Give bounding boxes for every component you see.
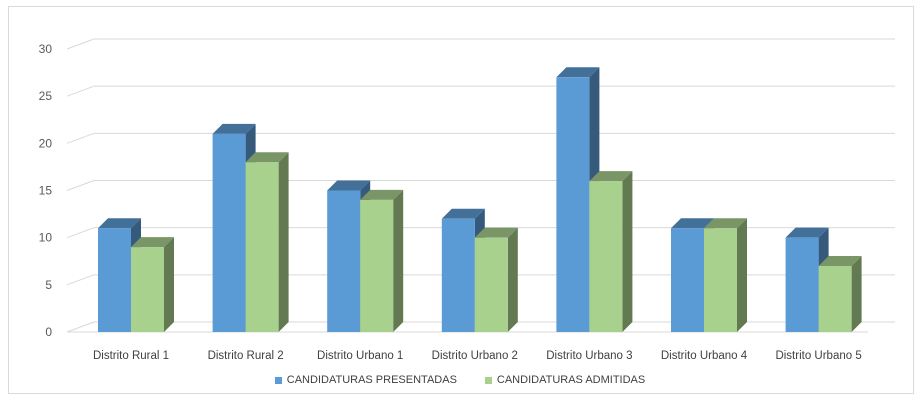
bar-admitidas-6-top bbox=[704, 218, 747, 229]
gridline-diag-30 bbox=[66, 38, 95, 50]
bar-admitidas-2-side bbox=[278, 152, 289, 332]
bar-admitidas-5-top bbox=[589, 171, 633, 182]
bar-admitidas-3-side bbox=[393, 189, 404, 332]
x-category-label: Distrito Urbano 2 bbox=[432, 350, 518, 362]
bar-admitidas-7-side bbox=[851, 255, 862, 332]
gridline-diag-25 bbox=[66, 85, 95, 97]
bar-admitidas-6 bbox=[704, 228, 737, 332]
bar-admitidas-4-top bbox=[474, 227, 518, 238]
bar-presentadas-5-top bbox=[556, 67, 600, 78]
x-category-label: Distrito Rural 1 bbox=[93, 350, 169, 362]
bar-presentadas-6-top bbox=[671, 218, 714, 229]
bar-admitidas-2-top bbox=[245, 152, 289, 163]
bar-presentadas-7-top bbox=[785, 227, 829, 238]
y-tick-label: 5 bbox=[45, 278, 52, 292]
bar-presentadas-2-top bbox=[212, 123, 256, 134]
bar-admitidas-7-top bbox=[818, 255, 862, 266]
legend-label-admitidas: CANDIDATURAS ADMITIDAS bbox=[496, 374, 646, 386]
bar-admitidas-3-top bbox=[360, 189, 404, 200]
y-tick-label: 10 bbox=[39, 231, 53, 245]
x-category-label: Distrito Rural 2 bbox=[208, 350, 284, 362]
chart-legend: CANDIDATURAS PRESENTADAS CANDIDATURAS AD… bbox=[0, 374, 920, 386]
x-category-label: Distrito Urbano 5 bbox=[775, 350, 861, 362]
bar-presentadas-6 bbox=[671, 228, 704, 332]
bar-admitidas-1 bbox=[131, 247, 164, 332]
bar-admitidas-2 bbox=[245, 162, 279, 332]
bar-admitidas-5 bbox=[589, 181, 623, 332]
gridline-diag-15 bbox=[66, 180, 95, 191]
bar-presentadas-5 bbox=[556, 77, 590, 332]
bar-presentadas-2 bbox=[212, 133, 246, 332]
bar-admitidas-5-side bbox=[622, 171, 633, 332]
gridline-diag-5 bbox=[66, 274, 95, 286]
bar-admitidas-4 bbox=[474, 237, 508, 332]
y-tick-label: 0 bbox=[45, 325, 52, 339]
bar-presentadas-4 bbox=[441, 218, 475, 332]
x-category-label: Distrito Urbano 4 bbox=[661, 350, 748, 362]
legend-item-presentadas: CANDIDATURAS PRESENTADAS bbox=[274, 374, 457, 386]
bar-presentadas-1-top bbox=[98, 218, 141, 229]
y-tick-label: 25 bbox=[39, 89, 53, 103]
bar-presentadas-3-top bbox=[327, 180, 371, 191]
bar-admitidas-1-side bbox=[164, 237, 174, 332]
bar-presentadas-7 bbox=[785, 237, 819, 332]
bar-admitidas-6-side bbox=[737, 218, 747, 332]
x-category-label: Distrito Urbano 3 bbox=[546, 350, 632, 362]
gridline-diag-20 bbox=[66, 132, 95, 144]
legend-item-admitidas: CANDIDATURAS ADMITIDAS bbox=[484, 374, 646, 386]
legend-swatch-presentadas bbox=[274, 376, 282, 384]
chart-frame bbox=[8, 6, 914, 394]
bar-presentadas-3 bbox=[327, 190, 361, 332]
legend-label-presentadas: CANDIDATURAS PRESENTADAS bbox=[286, 374, 457, 386]
bar-presentadas-4-top bbox=[441, 208, 485, 219]
bar-admitidas-1-top bbox=[131, 237, 174, 248]
bar-admitidas-3 bbox=[360, 199, 394, 332]
y-tick-label: 20 bbox=[39, 136, 53, 150]
bar-admitidas-7 bbox=[818, 265, 852, 332]
bar-chart: 0 5 10 15 20 25 30 Distrito Rural 1 Distrito Rur… bbox=[39, 38, 895, 362]
y-tick-label: 15 bbox=[39, 184, 53, 198]
y-tick-label: 30 bbox=[39, 42, 53, 56]
gridline-diag-0 bbox=[66, 321, 95, 333]
gridline-diag-10 bbox=[66, 227, 95, 239]
bar-presentadas-1 bbox=[98, 228, 131, 332]
x-category-label: Distrito Urbano 1 bbox=[317, 350, 403, 362]
bar-admitidas-4-side bbox=[507, 227, 518, 332]
legend-swatch-admitidas bbox=[484, 376, 492, 384]
